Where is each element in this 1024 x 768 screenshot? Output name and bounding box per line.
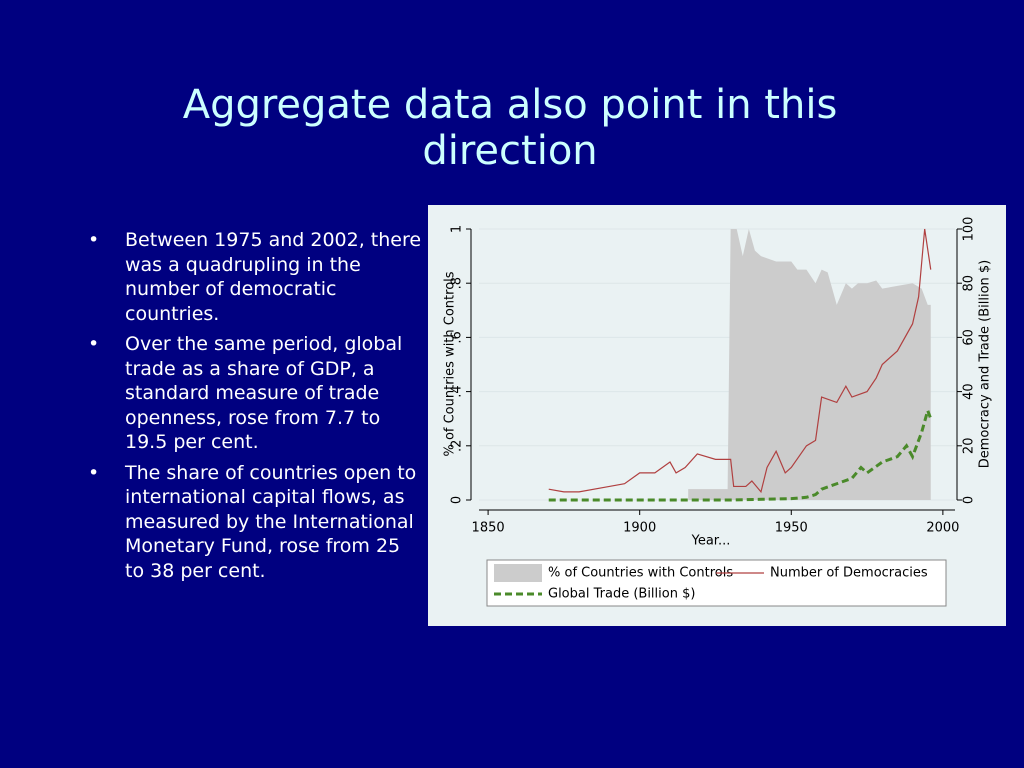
y-tick-label: 0: [450, 496, 465, 504]
y-axis-label: % of Countries with Controls: [443, 271, 458, 456]
area: [688, 229, 931, 500]
y-tick-label: .6: [450, 331, 465, 343]
bullet: Over the same period, global trade as a …: [88, 332, 423, 455]
x-tick-label: 1850: [472, 521, 505, 536]
legend-label: Number of Democracies: [770, 566, 928, 581]
y2-tick-label: 100: [962, 217, 977, 242]
y2-axis-label: Democracy and Trade (Billion $): [978, 260, 993, 468]
y2-tick-label: 0: [962, 496, 977, 504]
y2-tick-label: 80: [962, 275, 977, 292]
x-tick-label: 2000: [926, 521, 959, 536]
y2-tick-label: 20: [962, 438, 977, 455]
y-tick-label: .2: [450, 440, 465, 452]
slide-title: Aggregate data also point in this direct…: [182, 82, 838, 174]
y-tick-label: 1: [450, 225, 465, 233]
chart: Year... % of Countries with Controls Dem…: [428, 205, 1006, 626]
y-tick-label: .8: [450, 277, 465, 289]
y2-tick-label: 40: [962, 383, 977, 400]
y-tick-label: .4: [450, 385, 465, 397]
bullet: Between 1975 and 2002, there was a quadr…: [88, 228, 423, 326]
legend-label: Global Trade (Billion $): [548, 587, 695, 602]
legend-swatch: [494, 564, 542, 582]
x-axis-label: Year...: [691, 534, 731, 549]
y2-tick-label: 60: [962, 329, 977, 346]
dashed-line: [548, 405, 933, 502]
x-tick-label: 1950: [775, 521, 808, 536]
bullet-list: Between 1975 and 2002, there was a quadr…: [88, 228, 423, 589]
bullet: The share of countries open to internati…: [88, 461, 423, 584]
x-tick-label: 1900: [623, 521, 656, 536]
legend-box: [486, 559, 947, 607]
legend-label: % of Countries with Controls: [548, 566, 733, 581]
line: [548, 228, 932, 494]
